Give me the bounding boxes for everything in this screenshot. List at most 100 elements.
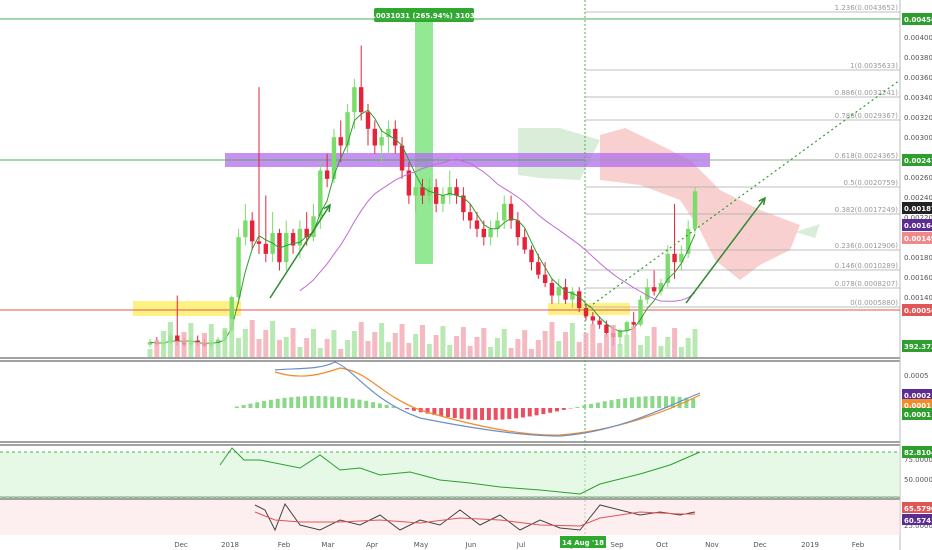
candle-body xyxy=(311,216,316,238)
x-axis-label: Nov xyxy=(705,541,719,549)
candle-body xyxy=(175,335,180,343)
candle-body xyxy=(454,187,459,196)
volume-bar xyxy=(508,348,514,357)
fib-level-label: 0.5(0.0020759) xyxy=(844,179,899,187)
volume-bar xyxy=(242,329,248,357)
volume-bar xyxy=(208,324,214,357)
candle-body xyxy=(515,220,521,238)
price-marker-label: 0.0024750 xyxy=(904,157,932,165)
macd-marker-label: 0.0001 xyxy=(904,402,931,410)
measure-label: 0.0031031 (265.94%) 31031 xyxy=(368,12,479,20)
fib-level-label: 1.236(0.0043652) xyxy=(835,4,899,12)
candle-body xyxy=(502,203,507,221)
macd-histogram-bar xyxy=(459,408,464,419)
price-tick-label: 0.0034000 xyxy=(904,94,932,102)
volume-bar xyxy=(392,333,398,357)
candle-body xyxy=(229,297,234,331)
volume-bar xyxy=(467,346,473,357)
macd-histogram-bar xyxy=(452,408,457,418)
macd-histogram-bar xyxy=(405,408,410,410)
macd-histogram-bar xyxy=(316,396,321,408)
candle-body xyxy=(536,262,541,275)
candle-body xyxy=(461,195,466,213)
x-axis-label: Jun xyxy=(465,541,477,549)
volume-bar xyxy=(576,342,582,357)
candle-body xyxy=(386,128,391,138)
candle-body xyxy=(570,291,575,300)
price-marker-tag xyxy=(902,13,932,25)
macd-histogram-bar xyxy=(684,397,689,408)
x-axis-label: 2019 xyxy=(801,541,819,549)
volume-bar xyxy=(692,329,698,357)
candle-body xyxy=(590,316,596,321)
macd-histogram-bar xyxy=(241,405,246,408)
macd-histogram-bar xyxy=(670,396,675,408)
candle-body xyxy=(413,187,418,196)
candle-body xyxy=(236,237,241,298)
macd-histogram-bar xyxy=(343,397,348,408)
macd-histogram-bar xyxy=(507,408,512,419)
volume-bar xyxy=(174,341,180,357)
candle-body xyxy=(365,112,371,129)
x-axis-label: Sep xyxy=(610,541,624,549)
candle-body xyxy=(481,228,487,238)
macd-histogram-bar xyxy=(323,396,328,408)
candle-body xyxy=(556,287,561,296)
price-marker-tag xyxy=(902,154,932,166)
macd-histogram-bar xyxy=(275,398,280,408)
rsi-line xyxy=(219,447,701,495)
macd-histogram-bar xyxy=(357,399,362,408)
fib-level-label: 0.886(0.0032241) xyxy=(835,89,899,97)
price-marker-label: 0.0045699 xyxy=(904,16,932,24)
macd-histogram-bar xyxy=(555,408,559,412)
macd-histogram-bar xyxy=(371,402,376,408)
candle-body xyxy=(318,170,323,217)
candle-body xyxy=(393,128,398,146)
candle-body xyxy=(488,228,493,238)
volume-bar xyxy=(529,349,534,357)
trendline xyxy=(584,79,901,311)
stoch-marker-tag xyxy=(902,502,932,513)
candle-body xyxy=(604,324,609,333)
volume-bar xyxy=(331,330,337,357)
x-axis-label: May xyxy=(414,541,428,549)
macd-histogram-bar xyxy=(262,400,267,408)
volume-bar xyxy=(222,328,228,357)
volume-bar xyxy=(426,344,432,357)
candle-body xyxy=(331,137,337,179)
candle-body xyxy=(284,233,289,263)
volume-bar xyxy=(420,325,425,357)
volume-bar xyxy=(658,346,664,357)
price-marker-label: 0.0016457 xyxy=(904,222,932,230)
volume-bar xyxy=(358,322,364,357)
candle-body xyxy=(215,339,221,343)
macd-histogram-bar xyxy=(302,396,307,408)
candle-body xyxy=(549,283,555,296)
candle-body xyxy=(651,287,657,292)
volume-bar xyxy=(297,347,303,357)
x-axis-label: Mar xyxy=(321,541,334,549)
volume-bar xyxy=(556,341,562,357)
candle-body xyxy=(420,187,425,196)
macd-marker-tag xyxy=(902,389,932,401)
measure-bar xyxy=(415,22,433,264)
macd-marker-label: 0.0001 xyxy=(904,411,931,419)
macd-histogram-bar xyxy=(561,408,566,410)
macd-histogram-bar xyxy=(664,396,668,408)
candle-body xyxy=(399,145,405,171)
macd-histogram-bar xyxy=(520,408,525,418)
candle-body xyxy=(672,253,677,263)
volume-bar xyxy=(454,336,460,357)
volume-bar xyxy=(324,339,330,357)
macd-histogram-bar xyxy=(650,396,655,408)
candle-body xyxy=(447,187,452,196)
stoch-marker-tag xyxy=(902,514,932,525)
macd-histogram-bar xyxy=(255,402,260,408)
candle-body xyxy=(263,243,269,254)
volume-bar xyxy=(603,334,609,357)
volume-bar xyxy=(399,324,405,357)
volume-bar xyxy=(474,337,480,357)
volume-bar xyxy=(488,347,494,357)
volume-bar xyxy=(236,338,242,357)
